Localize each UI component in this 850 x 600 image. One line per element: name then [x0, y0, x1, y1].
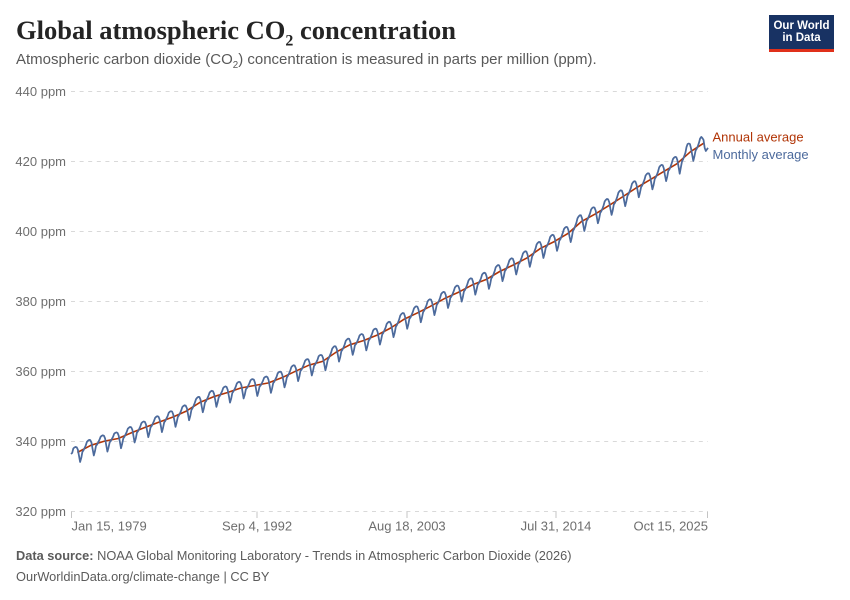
svg-text:400 ppm: 400 ppm: [15, 224, 66, 239]
svg-text:360 ppm: 360 ppm: [15, 364, 66, 379]
svg-text:420 ppm: 420 ppm: [15, 154, 66, 169]
svg-text:Annual average: Annual average: [713, 130, 804, 145]
svg-text:Jul 31, 2014: Jul 31, 2014: [521, 519, 592, 534]
svg-text:320 ppm: 320 ppm: [15, 504, 66, 519]
svg-text:Jan 15, 1979: Jan 15, 1979: [72, 519, 147, 534]
svg-text:Oct 15, 2025: Oct 15, 2025: [634, 519, 708, 534]
svg-text:Sep 4, 1992: Sep 4, 1992: [222, 519, 292, 534]
svg-text:340 ppm: 340 ppm: [15, 434, 66, 449]
svg-text:Monthly average: Monthly average: [713, 147, 809, 162]
svg-text:440 ppm: 440 ppm: [15, 84, 66, 99]
svg-text:380 ppm: 380 ppm: [15, 294, 66, 309]
svg-text:Aug 18, 2003: Aug 18, 2003: [368, 519, 445, 534]
